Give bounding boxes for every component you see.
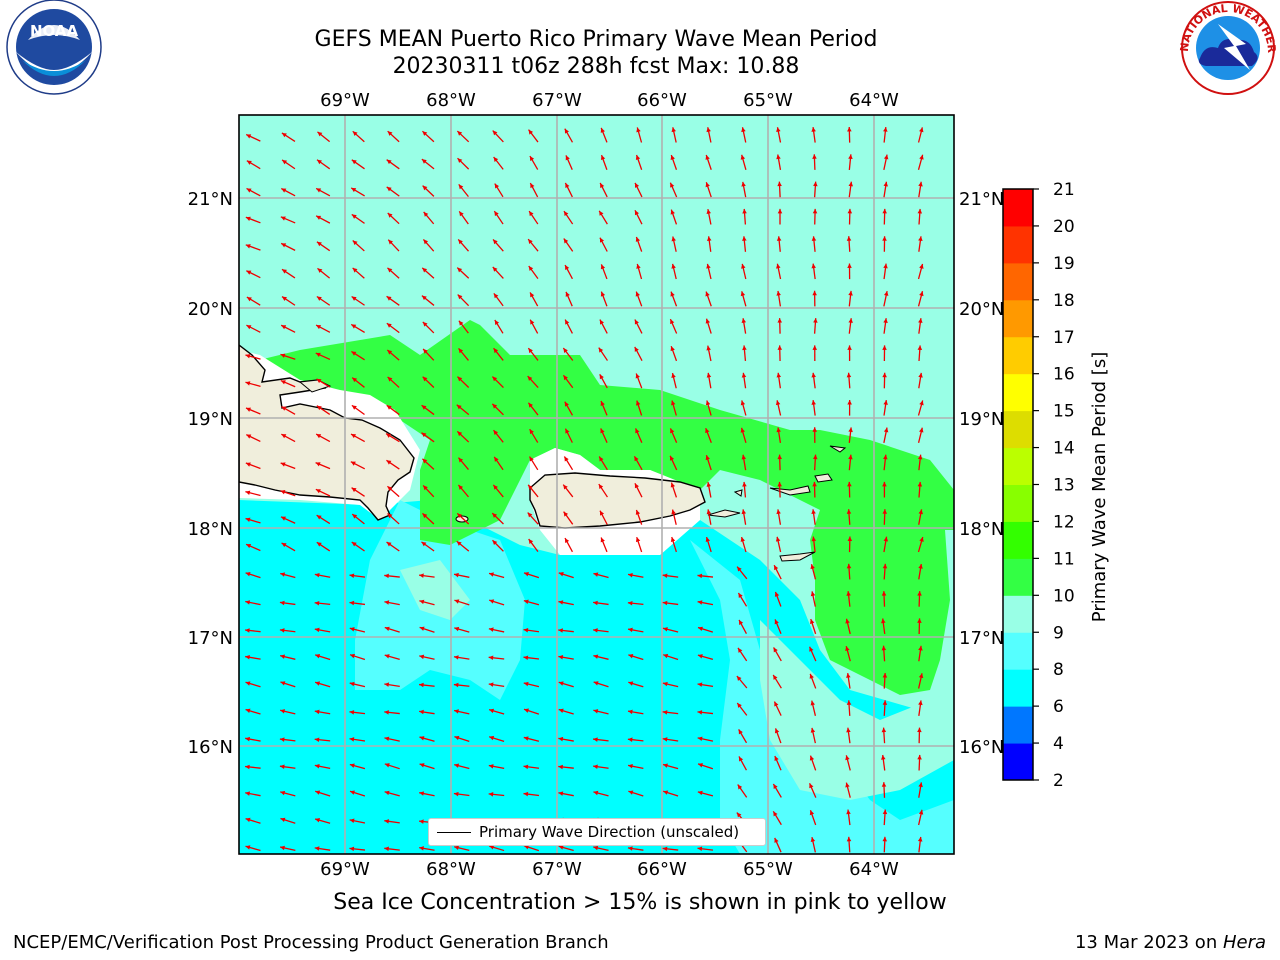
footer-host: Hera [1222,932,1266,953]
colorbar-label: Primary Wave Mean Period [s] [1089,352,1110,622]
colorbar-segment [1003,669,1033,707]
lon-label-bottom: 67°W [532,859,582,880]
colorbar-segment [1003,558,1033,596]
colorbar: 2 4 6 8 9 10 11 12 13 14 15 16 17 18 19 20 21 [1002,180,1075,791]
lon-label-top: 64°W [849,90,899,111]
lat-label-right: 17°N [959,628,1004,649]
colorbar-tick-label: 10 [1053,586,1075,606]
lon-label-top: 67°W [532,90,582,111]
colorbar-segment [1003,336,1033,375]
colorbar-segment [1003,595,1033,633]
lat-label-left: 20°N [188,299,233,320]
lon-label-top: 68°W [426,90,476,111]
colorbar-tick-label: 14 [1053,439,1075,459]
caption: Sea Ice Concentration > 15% is shown in … [333,890,947,915]
legend: Primary Wave Direction (unscaled) [428,818,766,846]
lat-label-right: 16°N [959,737,1004,758]
colorbar-segment [1003,521,1033,559]
colorbar-segment [1003,632,1033,670]
lon-label-bottom: 64°W [849,859,899,880]
colorbar-segment [1003,484,1033,522]
lon-label-bottom: 69°W [320,859,370,880]
lon-label-bottom: 68°W [426,859,476,880]
footer-right: 13 Mar 2023 on Hera [1075,932,1266,953]
colorbar-tick-label: 15 [1053,402,1075,422]
colorbar-segment [1003,447,1033,485]
colorbar-segment [1003,743,1033,781]
lat-label-left: 18°N [188,519,233,540]
colorbar-tick-label: 11 [1053,549,1075,569]
colorbar-segment [1003,189,1033,227]
colorbar-tick-label: 21 [1053,180,1075,200]
colorbar-tick-label: 6 [1053,697,1064,717]
wave-direction-arrows [245,126,924,853]
chart-title: GEFS MEAN Puerto Rico Primary Wave Mean … [314,27,878,52]
colorbar-segment [1003,225,1033,264]
colorbar-tick-label: 9 [1053,623,1064,643]
footer-left: NCEP/EMC/Verification Post Processing Pr… [13,932,609,953]
noaa-logo-text: NOAA [30,22,79,40]
chart-subtitle: 20230311 t06z 288h fcst Max: 10.88 [392,54,800,79]
noaa-logo: NOAA [6,0,102,95]
map-frame [238,114,955,855]
nws-logo: NATIONAL WEATHER SERVICE [0,0,1278,95]
colorbar-tick-label: 4 [1053,734,1064,754]
colorbar-tick-label: 8 [1053,660,1064,680]
lon-label-top: 65°W [743,90,793,111]
colorbar-segment [1003,299,1033,338]
legend-line-swatch [437,832,471,833]
colorbar-segment [1003,706,1033,744]
colorbar-segment [1003,410,1033,449]
lat-label-right: 19°N [959,409,1004,430]
lon-label-bottom: 66°W [637,859,687,880]
nws-logo-text: NATIONAL WEATHER SERVICE [0,0,1278,54]
lat-label-left: 21°N [188,189,233,210]
map-area [239,115,954,854]
lon-label-bottom: 65°W [743,859,793,880]
colorbar-tick-label: 16 [1053,365,1075,385]
colorbar-tick-label: 18 [1053,291,1075,311]
colorbar-segment [1003,373,1033,412]
lat-label-right: 18°N [959,519,1004,540]
footer-date: 13 Mar 2023 on [1074,932,1223,953]
lat-label-left: 17°N [188,628,233,649]
lat-label-right: 21°N [959,189,1004,210]
lat-label-left: 16°N [188,737,233,758]
colorbar-tick-label: 2 [1053,771,1064,791]
lon-label-top: 66°W [637,90,687,111]
colorbar-tick-label: 12 [1053,512,1075,532]
colorbar-tick-label: 13 [1053,476,1075,496]
colorbar-segment [1003,262,1033,301]
lat-label-right: 20°N [959,299,1004,320]
lon-label-top: 69°W [320,90,370,111]
colorbar-tick-label: 19 [1053,254,1075,274]
colorbar-tick-label: 20 [1053,217,1075,237]
colorbar-tick-label: 17 [1053,328,1075,348]
lat-label-left: 19°N [188,409,233,430]
legend-label: Primary Wave Direction (unscaled) [479,823,740,841]
